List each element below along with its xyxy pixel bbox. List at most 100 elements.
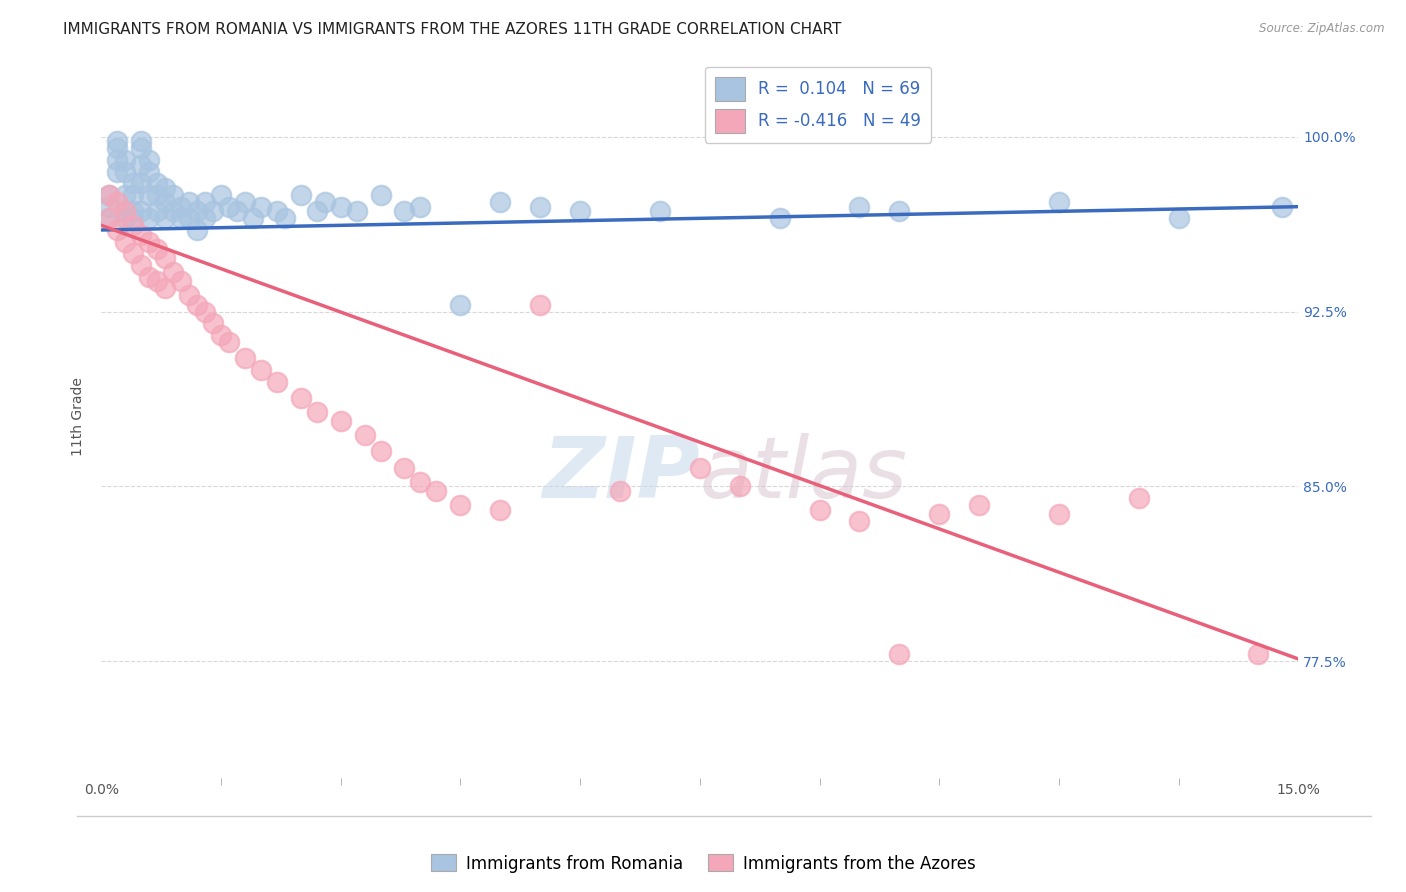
Point <box>889 648 911 662</box>
Point <box>370 188 392 202</box>
Point <box>170 200 193 214</box>
Point <box>201 316 224 330</box>
Point <box>122 211 145 226</box>
Point <box>114 235 136 249</box>
Point <box>138 164 160 178</box>
Point <box>648 204 671 219</box>
Point <box>129 135 152 149</box>
Point <box>98 200 121 214</box>
Point <box>162 204 184 219</box>
Point <box>449 297 471 311</box>
Point <box>122 246 145 260</box>
Point <box>153 251 176 265</box>
Point <box>114 164 136 178</box>
Point <box>114 188 136 202</box>
Point <box>114 153 136 167</box>
Point <box>449 498 471 512</box>
Point <box>114 204 136 219</box>
Point <box>305 405 328 419</box>
Point <box>768 211 790 226</box>
Point <box>346 204 368 219</box>
Text: ZIP: ZIP <box>543 433 700 516</box>
Point <box>489 194 512 209</box>
Point <box>170 211 193 226</box>
Point <box>138 235 160 249</box>
Point <box>225 204 247 219</box>
Point <box>1271 200 1294 214</box>
Point <box>529 297 551 311</box>
Point <box>233 351 256 366</box>
Point <box>138 188 160 202</box>
Point <box>138 269 160 284</box>
Point <box>98 188 121 202</box>
Point <box>1167 211 1189 226</box>
Point <box>233 194 256 209</box>
Point <box>1247 648 1270 662</box>
Point <box>329 414 352 428</box>
Point <box>105 141 128 155</box>
Point <box>250 200 273 214</box>
Point <box>105 164 128 178</box>
Point <box>170 274 193 288</box>
Point <box>967 498 990 512</box>
Text: IMMIGRANTS FROM ROMANIA VS IMMIGRANTS FROM THE AZORES 11TH GRADE CORRELATION CHA: IMMIGRANTS FROM ROMANIA VS IMMIGRANTS FR… <box>63 22 842 37</box>
Point <box>153 281 176 295</box>
Point <box>98 211 121 226</box>
Point <box>201 204 224 219</box>
Point <box>105 223 128 237</box>
Point <box>290 391 312 405</box>
Point <box>353 428 375 442</box>
Point <box>266 375 288 389</box>
Point <box>329 200 352 214</box>
Point <box>114 211 136 226</box>
Point <box>129 141 152 155</box>
Point <box>194 304 217 318</box>
Point <box>122 204 145 219</box>
Point <box>122 188 145 202</box>
Point <box>114 204 136 219</box>
Point <box>305 204 328 219</box>
Point <box>129 177 152 191</box>
Point <box>138 211 160 226</box>
Point <box>129 204 152 219</box>
Point <box>146 188 169 202</box>
Point <box>177 288 200 302</box>
Point <box>370 444 392 458</box>
Point <box>728 479 751 493</box>
Point <box>290 188 312 202</box>
Point <box>689 460 711 475</box>
Point <box>122 219 145 233</box>
Point <box>177 211 200 226</box>
Point <box>394 204 416 219</box>
Point <box>1128 491 1150 505</box>
Text: Source: ZipAtlas.com: Source: ZipAtlas.com <box>1260 22 1385 36</box>
Point <box>609 484 631 499</box>
Point <box>186 223 208 237</box>
Point <box>194 211 217 226</box>
Point <box>153 194 176 209</box>
Point <box>848 200 870 214</box>
Point <box>848 515 870 529</box>
Point <box>209 188 232 202</box>
Point <box>146 204 169 219</box>
Point <box>177 194 200 209</box>
Point <box>529 200 551 214</box>
Point <box>250 363 273 377</box>
Legend: R =  0.104   N = 69, R = -0.416   N = 49: R = 0.104 N = 69, R = -0.416 N = 49 <box>704 67 931 143</box>
Point <box>138 153 160 167</box>
Point <box>489 502 512 516</box>
Point <box>218 200 240 214</box>
Legend: Immigrants from Romania, Immigrants from the Azores: Immigrants from Romania, Immigrants from… <box>423 847 983 880</box>
Point <box>162 265 184 279</box>
Point <box>105 194 128 209</box>
Point <box>569 204 592 219</box>
Point <box>889 204 911 219</box>
Point <box>209 327 232 342</box>
Point <box>218 334 240 349</box>
Point <box>425 484 447 499</box>
Point <box>129 258 152 272</box>
Point <box>146 242 169 256</box>
Point <box>186 204 208 219</box>
Point <box>98 211 121 226</box>
Point <box>1047 194 1070 209</box>
